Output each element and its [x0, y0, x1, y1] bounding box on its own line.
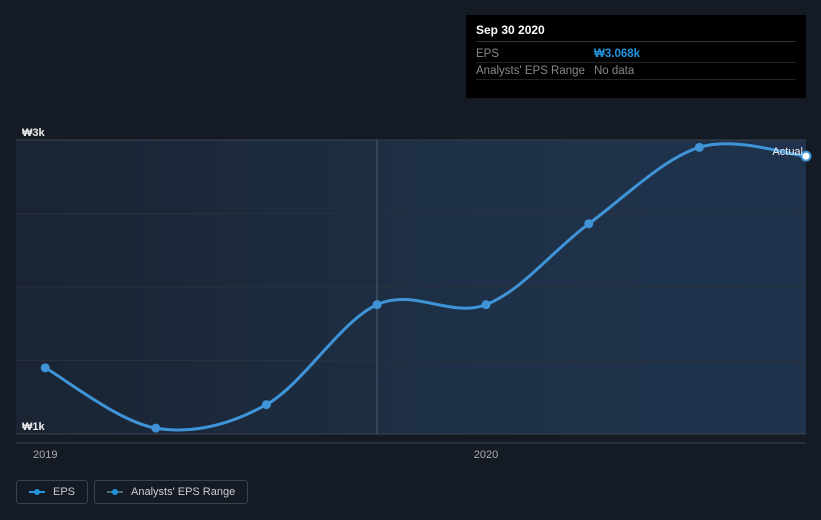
chart-container: Sep 30 2020 EPS₩3.068kAnalysts' EPS Rang… [0, 0, 821, 520]
x-axis-tick-label: 2020 [474, 449, 498, 461]
tooltip-row-value: No data [594, 65, 634, 77]
tooltip-date: Sep 30 2020 [476, 23, 796, 42]
x-axis-tick-label: 2019 [33, 449, 57, 461]
legend-item-eps[interactable]: EPS [16, 480, 88, 504]
legend-item-range[interactable]: Analysts' EPS Range [94, 480, 248, 504]
y-axis-tick-label: ₩1k [22, 421, 45, 433]
actual-label: Actual [772, 146, 803, 158]
tooltip-row-value: ₩3.068k [594, 48, 640, 60]
legend-label: EPS [53, 486, 75, 498]
legend-label: Analysts' EPS Range [131, 486, 235, 498]
tooltip-row-label: Analysts' EPS Range [476, 65, 594, 77]
legend: EPS Analysts' EPS Range [16, 480, 248, 504]
tooltip-row: EPS₩3.068k [476, 46, 796, 63]
y-axis-tick-label: ₩3k [22, 127, 45, 139]
line-marker-icon [29, 488, 45, 496]
tooltip-panel: Sep 30 2020 EPS₩3.068kAnalysts' EPS Rang… [466, 15, 806, 98]
tooltip-row: Analysts' EPS RangeNo data [476, 63, 796, 80]
line-marker-icon [107, 488, 123, 496]
tooltip-row-label: EPS [476, 48, 594, 60]
